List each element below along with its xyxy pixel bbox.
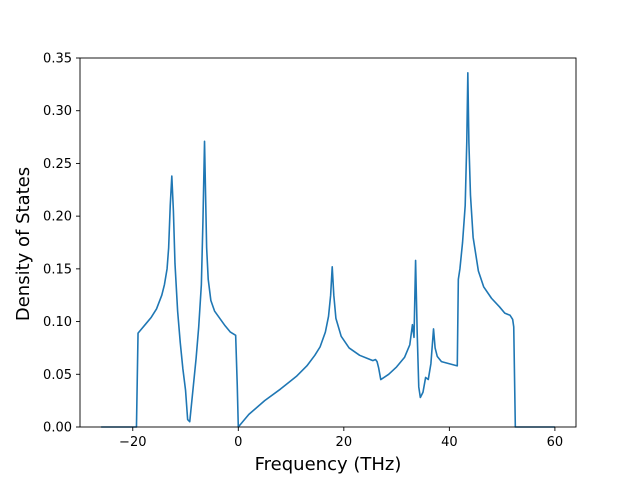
x-tick-label: 40 (441, 435, 458, 450)
x-tick-label: −20 (119, 435, 146, 450)
y-axis-label: Density of States (13, 167, 34, 321)
y-tick-label: 0.25 (43, 157, 72, 172)
x-tick-label: 0 (234, 435, 242, 450)
y-tick-label: 0.05 (43, 368, 72, 383)
x-tick-label: 20 (336, 435, 353, 450)
y-tick-label: 0.35 (43, 52, 72, 67)
y-tick-label: 0.15 (43, 262, 72, 277)
x-tick-label: 60 (547, 435, 564, 450)
plot-frame (79, 57, 577, 428)
y-tick-label: 0.20 (43, 210, 72, 225)
y-axis-ticks: 0.00 0.05 0.10 0.15 0.20 0.25 0.30 0.35 (43, 52, 80, 436)
y-tick-label: 0.30 (43, 104, 72, 119)
x-axis-ticks: −20 0 20 40 60 (119, 427, 563, 450)
y-tick-label: 0.10 (43, 315, 72, 330)
plot-area (79, 57, 577, 428)
y-tick-label: 0.00 (43, 421, 72, 436)
series-line-0 (101, 71, 555, 428)
x-axis-label: Frequency (THz) (255, 454, 402, 475)
